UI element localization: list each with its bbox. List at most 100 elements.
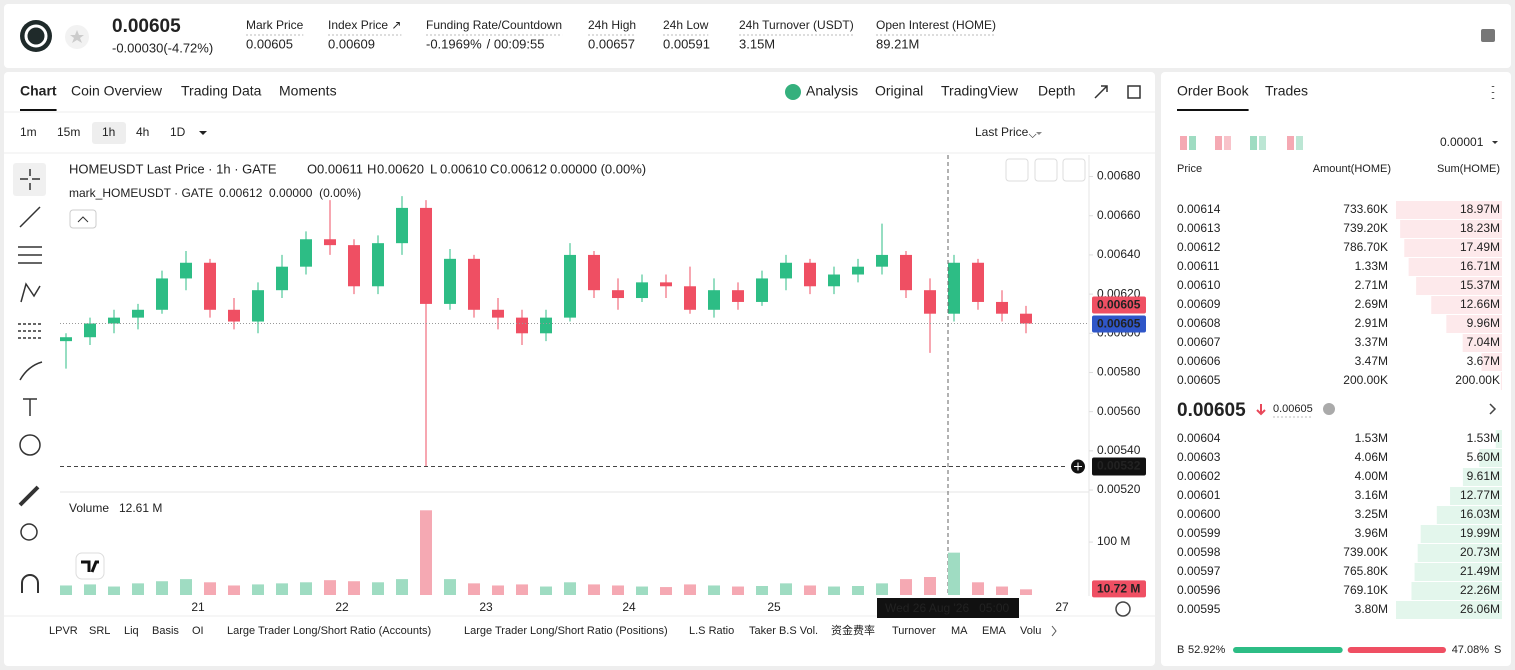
ob-price[interactable]: 0.00596 [1177, 583, 1221, 597]
candle-body [684, 286, 696, 310]
ob-price[interactable]: 0.00598 [1177, 545, 1221, 559]
interval[interactable]: 1h [102, 125, 115, 139]
ob-price[interactable]: 0.00605 [1177, 373, 1221, 387]
collapse-legend[interactable] [69, 209, 97, 229]
ob-price[interactable]: 0.00610 [1177, 278, 1221, 292]
tab[interactable]: Chart [20, 83, 57, 99]
interval[interactable]: 4h [136, 125, 149, 139]
layout-icon[interactable] [1215, 136, 1222, 150]
indicator[interactable]: Turnover [892, 625, 936, 637]
layout-icon[interactable] [1250, 136, 1257, 150]
tab[interactable]: Coin Overview [71, 83, 163, 99]
price-change: -0.00030(-4.72%) [112, 40, 213, 55]
ob-price[interactable]: 0.00595 [1177, 602, 1221, 616]
ob-price[interactable]: 0.00608 [1177, 316, 1221, 330]
chevron[interactable] [1489, 403, 1497, 415]
indicator[interactable]: Large Trader Long/Short Ratio (Positions… [464, 625, 668, 637]
tool-magnet[interactable] [21, 574, 39, 593]
ob-price[interactable]: 0.00601 [1177, 488, 1221, 502]
ob-sum: 12.77M [1460, 488, 1500, 502]
candle-body [540, 317, 552, 334]
view-tab[interactable]: Analysis [806, 83, 858, 99]
y-tick-label: 0.00640 [1097, 247, 1141, 261]
tool-crosshair[interactable] [13, 163, 46, 196]
dropdown-caret [1492, 141, 1498, 144]
ob-price[interactable]: 0.00612 [1177, 240, 1221, 254]
indicator[interactable]: OI [192, 625, 204, 637]
mid-mark: 0.00605 [1273, 403, 1313, 415]
layout-toggle[interactable] [1127, 85, 1141, 99]
tool-text[interactable] [23, 398, 37, 416]
interval[interactable]: 1m [20, 125, 37, 139]
x-tick-label: 23 [479, 600, 493, 614]
legend-value: 0.00610 [440, 161, 487, 176]
layout-icon[interactable] [1180, 136, 1187, 150]
indicator[interactable]: 资金费率 [831, 623, 875, 637]
tool-pattern[interactable] [20, 282, 41, 303]
indicator[interactable]: Liq [124, 625, 139, 637]
ob-price[interactable]: 0.00607 [1177, 335, 1221, 349]
precision[interactable]: 0.00001 [1440, 135, 1484, 149]
ob-price[interactable]: 0.00597 [1177, 564, 1221, 578]
depth-bar [1450, 487, 1502, 505]
tool-line[interactable] [19, 206, 41, 228]
volume-tick-label: 100 M [1097, 534, 1130, 548]
indicator[interactable]: L.S Ratio [689, 625, 734, 637]
tool-ruler[interactable] [18, 485, 40, 507]
fullscreen[interactable] [1094, 85, 1108, 99]
depth-bar [1404, 239, 1502, 257]
tab[interactable]: Trading Data [181, 83, 262, 99]
header-icon[interactable] [1481, 29, 1495, 42]
settings-icon[interactable] [1115, 601, 1131, 617]
ob-price[interactable]: 0.00599 [1177, 526, 1221, 540]
ob-price[interactable]: 0.00613 [1177, 221, 1221, 235]
tab[interactable]: Moments [279, 83, 337, 99]
candle-body [876, 254, 888, 267]
indicator[interactable]: Basis [152, 625, 179, 637]
candle-body [348, 245, 360, 287]
legend-change: 0.00000 (0.00%) [550, 161, 646, 176]
layout-icon [1189, 136, 1196, 150]
indicator[interactable]: Taker B.S Vol. [749, 625, 818, 637]
ob-price[interactable]: 0.00602 [1177, 469, 1221, 483]
chart-button[interactable] [1062, 158, 1086, 182]
ob-tab[interactable]: Order Book [1177, 83, 1250, 99]
ob-price[interactable]: 0.00606 [1177, 354, 1221, 368]
ob-tab[interactable]: Trades [1265, 83, 1308, 99]
interval[interactable]: 15m [57, 125, 80, 139]
legend-value: 0.00612 [500, 161, 547, 176]
tool-zoom[interactable] [20, 523, 38, 541]
ob-amount: 765.80K [1343, 564, 1388, 578]
tool-projection[interactable] [18, 323, 42, 339]
ob-price[interactable]: 0.00609 [1177, 297, 1221, 311]
ob-amount: 2.71M [1355, 278, 1388, 292]
view-tab[interactable]: Original [875, 83, 923, 99]
depth-bar [1400, 220, 1502, 238]
ob-price[interactable]: 0.00614 [1177, 202, 1221, 216]
tool-brush[interactable] [19, 361, 43, 381]
indicator[interactable]: SRL [89, 625, 110, 637]
ob-price[interactable]: 0.00603 [1177, 450, 1221, 464]
ob-amount: 739.00K [1343, 545, 1388, 559]
indicator[interactable]: Large Trader Long/Short Ratio (Accounts) [227, 625, 431, 637]
indicator[interactable]: EMA [982, 625, 1007, 637]
layout-icon[interactable] [1287, 136, 1294, 150]
chart-button[interactable] [1034, 158, 1058, 182]
ob-price[interactable]: 0.00604 [1177, 431, 1221, 445]
indicator[interactable]: Volu [1020, 625, 1041, 637]
price-source[interactable]: Last Price [975, 125, 1029, 139]
tool-fib[interactable] [18, 246, 42, 264]
interval[interactable]: 1D [170, 125, 186, 139]
candle-body [372, 243, 384, 287]
view-tab[interactable]: TradingView [941, 83, 1019, 99]
y-tick-label: 0.00680 [1097, 169, 1141, 183]
depth-bar [1500, 372, 1502, 390]
indicator[interactable]: LPVR [49, 625, 78, 637]
ob-sum: 9.61M [1467, 469, 1500, 483]
tool-emoji[interactable] [19, 434, 41, 456]
indicator[interactable]: MA [951, 625, 968, 637]
chart-button[interactable] [1005, 158, 1029, 182]
ob-price[interactable]: 0.00611 [1177, 259, 1220, 273]
view-tab[interactable]: Depth [1038, 83, 1075, 99]
ob-price[interactable]: 0.00600 [1177, 507, 1221, 521]
